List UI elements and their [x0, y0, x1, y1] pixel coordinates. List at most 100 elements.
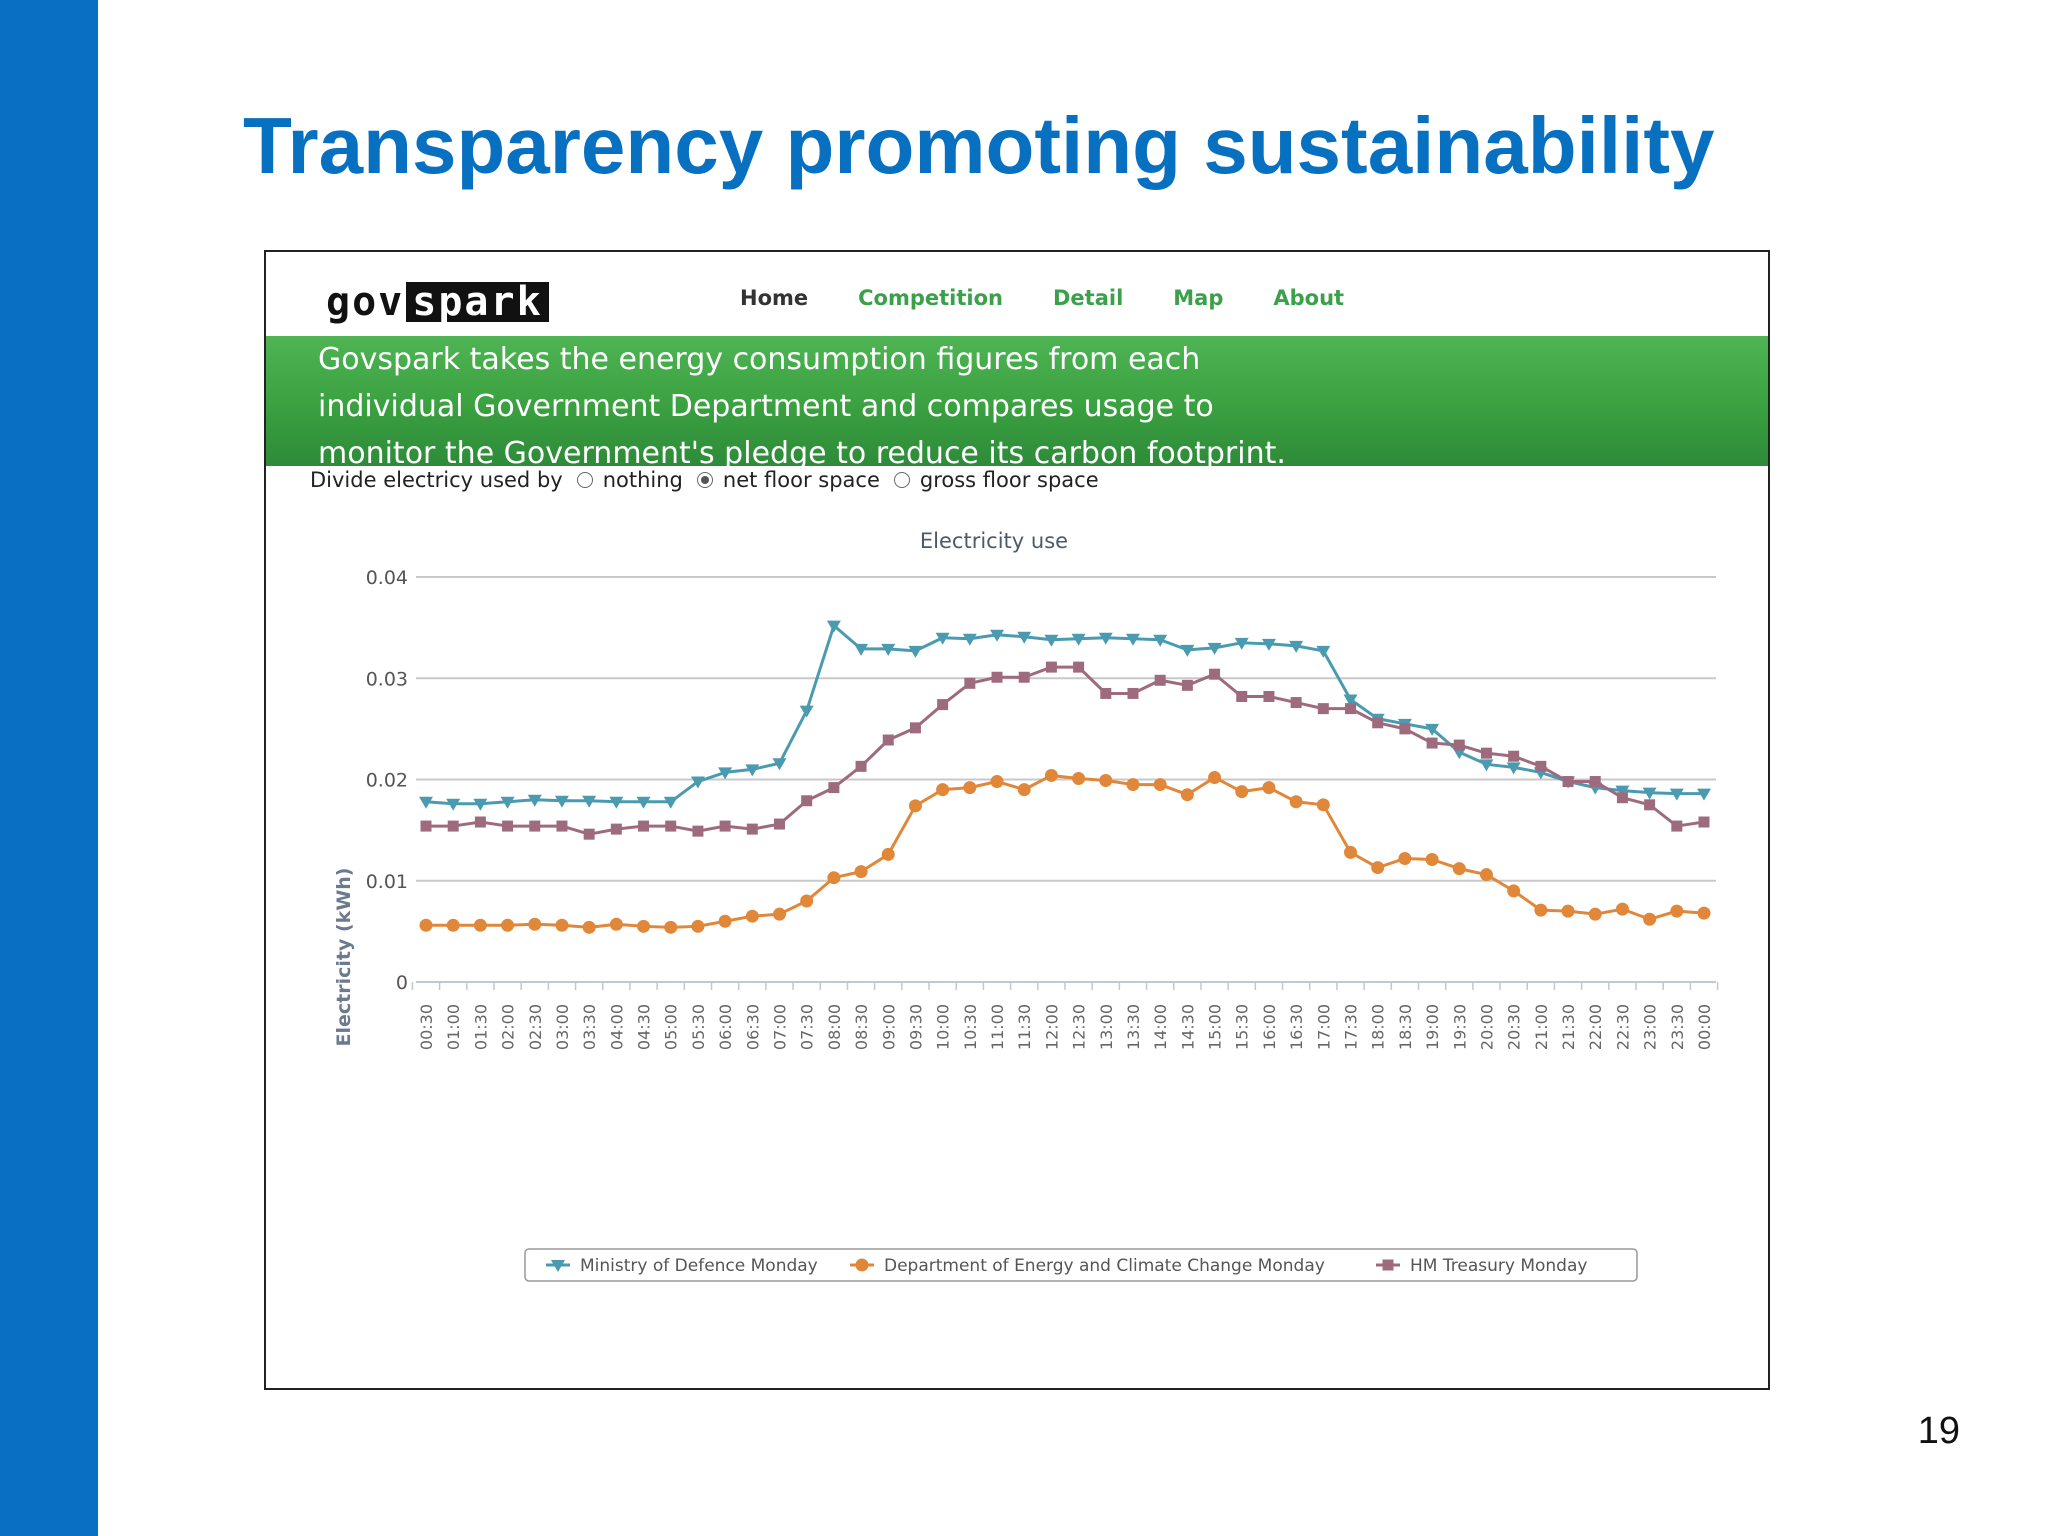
data-point[interactable]	[908, 645, 923, 658]
data-point[interactable]	[1263, 690, 1275, 702]
data-point[interactable]	[935, 632, 950, 645]
data-point[interactable]	[718, 914, 732, 928]
data-point[interactable]	[1453, 739, 1465, 751]
data-point[interactable]	[1181, 679, 1193, 691]
data-point[interactable]	[1180, 788, 1194, 802]
data-point[interactable]	[690, 776, 705, 789]
data-point[interactable]	[826, 620, 841, 633]
data-point[interactable]	[446, 918, 460, 932]
data-point[interactable]	[473, 918, 487, 932]
legend-item-2[interactable]: HM Treasury Monday	[1376, 1256, 1587, 1276]
data-point[interactable]	[1126, 778, 1140, 792]
radio-label-gross-floor-space[interactable]: gross floor space	[919, 468, 1099, 492]
data-point[interactable]	[1207, 642, 1222, 655]
radio-net-floor-space[interactable]	[696, 472, 713, 488]
data-point[interactable]	[1125, 633, 1140, 646]
data-point[interactable]	[1671, 820, 1683, 832]
data-point[interactable]	[1508, 750, 1520, 762]
data-point[interactable]	[855, 760, 867, 772]
data-point[interactable]	[1099, 774, 1113, 788]
data-point[interactable]	[1562, 776, 1574, 788]
data-point[interactable]	[1017, 783, 1031, 797]
data-point[interactable]	[473, 798, 488, 811]
data-point[interactable]	[1316, 645, 1331, 658]
data-point[interactable]	[1426, 737, 1438, 749]
data-point[interactable]	[936, 783, 950, 797]
data-point[interactable]	[773, 818, 785, 830]
data-point[interactable]	[447, 820, 459, 832]
data-point[interactable]	[554, 795, 569, 808]
data-point[interactable]	[1289, 795, 1303, 809]
data-point[interactable]	[1072, 771, 1086, 785]
data-point[interactable]	[963, 781, 977, 795]
chart-legend[interactable]: Ministry of Defence Monday Department of …	[524, 1248, 1638, 1282]
data-point[interactable]	[1589, 776, 1601, 788]
data-point[interactable]	[746, 823, 758, 835]
data-point[interactable]	[1561, 904, 1575, 918]
data-point[interactable]	[582, 795, 597, 808]
data-point[interactable]	[1044, 768, 1058, 782]
data-point[interactable]	[937, 699, 949, 711]
data-point[interactable]	[1616, 792, 1628, 804]
data-point[interactable]	[446, 798, 461, 811]
data-point[interactable]	[1615, 785, 1630, 798]
data-point[interactable]	[665, 820, 677, 832]
data-point[interactable]	[1262, 781, 1276, 795]
data-point[interactable]	[1479, 868, 1493, 882]
data-point[interactable]	[800, 894, 814, 908]
data-point[interactable]	[636, 796, 651, 809]
data-point[interactable]	[502, 820, 514, 832]
data-point[interactable]	[610, 823, 622, 835]
data-point[interactable]	[881, 643, 896, 656]
data-point[interactable]	[1697, 788, 1711, 801]
data-point[interactable]	[1071, 633, 1086, 646]
radio-label-nothing[interactable]: nothing	[602, 468, 683, 492]
data-point[interactable]	[1154, 674, 1166, 686]
data-point[interactable]	[828, 782, 840, 794]
data-point[interactable]	[1506, 762, 1521, 775]
data-point[interactable]	[527, 794, 542, 807]
data-point[interactable]	[1588, 907, 1602, 921]
data-point[interactable]	[1234, 637, 1249, 650]
data-point[interactable]	[1643, 912, 1657, 926]
nav-home[interactable]: Home	[740, 286, 809, 310]
data-point[interactable]	[1317, 703, 1329, 715]
data-point[interactable]	[964, 677, 976, 689]
data-point[interactable]	[908, 799, 922, 813]
data-point[interactable]	[1697, 906, 1711, 920]
data-point[interactable]	[1044, 634, 1059, 647]
data-point[interactable]	[1208, 770, 1222, 784]
data-point[interactable]	[1343, 694, 1358, 707]
data-point[interactable]	[582, 920, 596, 934]
data-point[interactable]	[854, 865, 868, 879]
data-point[interactable]	[1045, 661, 1057, 673]
data-point[interactable]	[1698, 816, 1710, 828]
data-point[interactable]	[1535, 760, 1547, 772]
data-point[interactable]	[799, 705, 814, 718]
data-point[interactable]	[1235, 785, 1249, 799]
data-point[interactable]	[529, 820, 541, 832]
data-point[interactable]	[1018, 671, 1030, 683]
data-point[interactable]	[556, 820, 568, 832]
data-point[interactable]	[1127, 687, 1139, 699]
legend-item-0[interactable]: Ministry of Defence Monday	[546, 1256, 818, 1276]
data-point[interactable]	[1344, 845, 1358, 859]
data-point[interactable]	[745, 764, 760, 777]
data-point[interactable]	[664, 920, 678, 934]
data-point[interactable]	[1098, 632, 1113, 645]
data-point[interactable]	[1371, 861, 1385, 875]
data-point[interactable]	[718, 767, 733, 780]
data-point[interactable]	[990, 775, 1004, 789]
data-point[interactable]	[1669, 788, 1684, 801]
data-point[interactable]	[638, 820, 650, 832]
data-point[interactable]	[909, 722, 921, 734]
data-point[interactable]	[1534, 903, 1548, 917]
data-point[interactable]	[419, 918, 433, 932]
data-point[interactable]	[1017, 631, 1032, 644]
data-point[interactable]	[1670, 904, 1684, 918]
nav-about[interactable]: About	[1273, 286, 1345, 310]
data-point[interactable]	[1153, 634, 1168, 647]
data-point[interactable]	[420, 820, 432, 832]
data-point[interactable]	[583, 828, 595, 840]
data-point[interactable]	[801, 795, 813, 807]
